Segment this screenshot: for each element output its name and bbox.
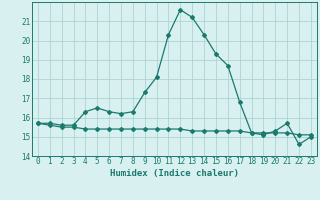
X-axis label: Humidex (Indice chaleur): Humidex (Indice chaleur)	[110, 169, 239, 178]
